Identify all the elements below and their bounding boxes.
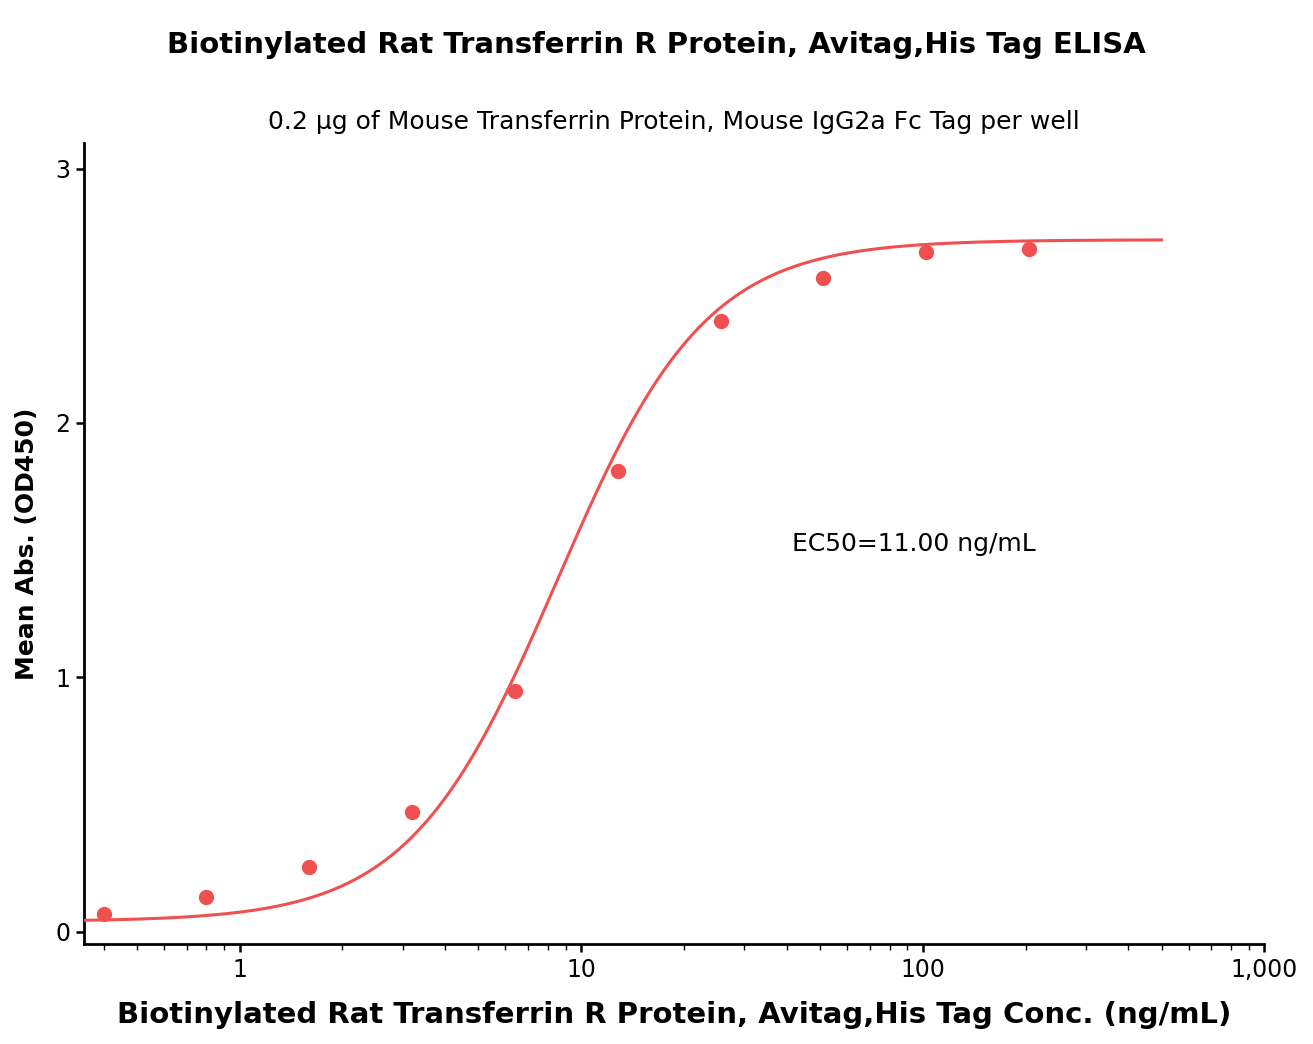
Point: [915, 244, 936, 261]
Text: Biotinylated Rat Transferrin R Protein, Avitag,His Tag ELISA: Biotinylated Rat Transferrin R Protein, …: [167, 31, 1146, 60]
Y-axis label: Mean Abs. (OD450): Mean Abs. (OD450): [14, 407, 39, 680]
X-axis label: Biotinylated Rat Transferrin R Protein, Avitag,His Tag Conc. (ng/mL): Biotinylated Rat Transferrin R Protein, …: [117, 1001, 1232, 1029]
Point: [196, 888, 217, 905]
Point: [299, 858, 320, 875]
Point: [1019, 240, 1040, 257]
Title: 0.2 μg of Mouse Transferrin Protein, Mouse IgG2a Fc Tag per well: 0.2 μg of Mouse Transferrin Protein, Mou…: [268, 111, 1081, 135]
Point: [813, 269, 834, 286]
Text: EC50=11.00 ng/mL: EC50=11.00 ng/mL: [792, 531, 1036, 555]
Point: [402, 804, 423, 821]
Point: [710, 313, 731, 330]
Point: [608, 462, 629, 479]
Point: [504, 683, 525, 699]
Point: [93, 905, 114, 922]
